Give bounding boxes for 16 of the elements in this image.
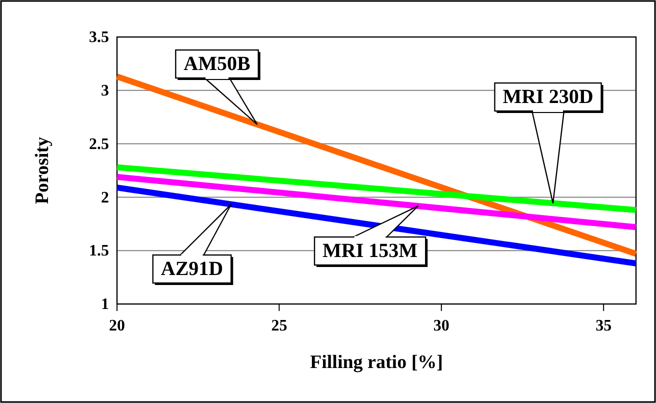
y-tick-label: 1.5 — [89, 242, 109, 260]
x-tick-label: 35 — [596, 317, 612, 334]
y-tick-label: 1 — [101, 296, 109, 314]
y-tick-label: 2.5 — [89, 136, 109, 153]
y-tick-label: 3.5 — [89, 29, 109, 46]
x-tick-label: 25 — [271, 317, 288, 334]
x-axis-title: Filling ratio [%] — [310, 352, 443, 373]
y-axis-title: Porosity — [32, 136, 53, 204]
series-label: MRI 153M — [322, 240, 418, 262]
text: AZ91D — [160, 258, 224, 280]
series-label: AM50B — [184, 53, 250, 75]
x-tick-label: 30 — [433, 317, 450, 334]
y-tick-label: 2 — [101, 189, 109, 206]
x-tick-label: 20 — [109, 317, 125, 334]
y-tick-label: 3 — [101, 82, 109, 100]
text: MRI 230D — [502, 86, 594, 108]
